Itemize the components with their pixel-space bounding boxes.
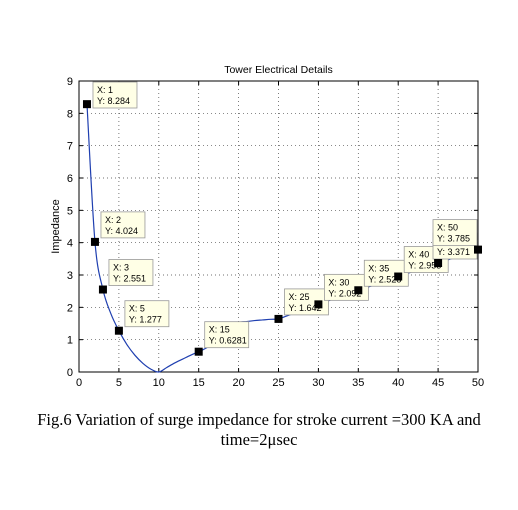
y-tick-label: 1 xyxy=(67,335,73,347)
datatip-marker xyxy=(194,347,203,356)
datatip-x-label: X: 30 xyxy=(328,277,349,287)
x-tick-label: 50 xyxy=(472,377,484,389)
datatip-y-label: Y: 1.642 xyxy=(289,303,322,313)
y-tick-label: 7 xyxy=(67,141,73,153)
datatip-x-label: X: 35 xyxy=(368,263,389,273)
datatip-y-label: Y: 1.277 xyxy=(129,315,162,325)
chart-figure: 0 5 10 15 20 25 30 35 40 45 50 0 1 2 3 4 5 6 7 8 9 Tower Elec… xyxy=(50,64,484,389)
x-tick-label: 15 xyxy=(193,377,205,389)
datatip-marker xyxy=(114,326,123,335)
datatip-box xyxy=(108,259,154,286)
datatip-y-label: Y: 2.953 xyxy=(408,261,441,271)
datatip-x-label: X: 40 xyxy=(408,250,429,260)
datatip-x-label: X: 1 xyxy=(97,85,113,95)
x-tick-label: 10 xyxy=(153,377,165,389)
x-tick-label: 25 xyxy=(272,377,284,389)
datatip-box xyxy=(100,211,146,239)
datatip-y-label: Y: 2.092 xyxy=(328,288,361,298)
y-tick-label: 6 xyxy=(67,173,73,185)
datatip-x-label: X: 25 xyxy=(289,292,310,302)
datatip-marker xyxy=(82,100,91,109)
x-tick-label: 0 xyxy=(76,377,82,389)
datatip-y-label: Y: 2.528 xyxy=(368,274,401,284)
datatip-marker xyxy=(474,245,482,254)
x-tick-label: 30 xyxy=(312,377,324,389)
x-tick-label: 35 xyxy=(352,377,364,389)
y-axis-label: Impedance xyxy=(50,199,62,253)
x-tick-label: 5 xyxy=(116,377,122,389)
datatip-box xyxy=(204,321,250,349)
datatip: X: 1Y: 8.284 xyxy=(82,81,138,109)
datatip: X: 3Y: 2.551 xyxy=(98,259,154,294)
y-tick-label: 3 xyxy=(67,270,73,282)
datatip-box xyxy=(124,300,170,328)
datatip-marker xyxy=(90,237,99,246)
datatip: X: 2Y: 4.024 xyxy=(90,211,146,246)
datatip-box xyxy=(432,219,478,247)
y-tick-label: 2 xyxy=(67,302,73,314)
datatip: X: 5Y: 1.277 xyxy=(114,300,170,335)
y-tick-label: 0 xyxy=(67,367,73,379)
datatip-y-label: Y: 2.551 xyxy=(113,274,146,284)
datatip-x-label: X: 3 xyxy=(113,263,129,273)
datatip-marker xyxy=(434,259,443,268)
x-tick-label: 20 xyxy=(232,377,244,389)
y-tick-label: 4 xyxy=(67,238,73,250)
datatip-marker xyxy=(314,300,323,309)
y-tick-label: 9 xyxy=(67,76,73,88)
datatip: X: 50Y: 3.785 xyxy=(432,219,482,254)
datatip-marker xyxy=(274,314,283,323)
datatip-x-label: X: 5 xyxy=(129,304,145,314)
y-tick-label: 8 xyxy=(67,108,73,120)
figure-caption-line-2: time=2μsec xyxy=(220,430,298,449)
datatip-marker xyxy=(98,285,107,294)
x-tick-label: 45 xyxy=(432,377,444,389)
datatip-y-label: Y: 8.284 xyxy=(97,96,130,106)
chart-title: Tower Electrical Details xyxy=(224,64,333,76)
datatip-y-label: Y: 4.024 xyxy=(105,226,138,236)
datatip-box xyxy=(92,81,138,109)
datatip-marker xyxy=(354,286,363,295)
datatip-x-label: X: 50 xyxy=(437,223,458,233)
datatip-y-label: Y: 3.371 xyxy=(437,247,470,257)
x-tick-label: 40 xyxy=(392,377,404,389)
datatip: X: 15Y: 0.6281 xyxy=(194,321,250,356)
datatip-marker xyxy=(394,272,403,281)
y-tick-label: 5 xyxy=(67,205,73,217)
datatip-y-label: Y: 0.6281 xyxy=(209,336,247,346)
datatip-x-label: X: 2 xyxy=(105,215,121,225)
datatip-x-label: X: 15 xyxy=(209,325,230,335)
figure-caption-line-1: Fig.6 Variation of surge impedance for s… xyxy=(37,410,481,429)
datatip-y-label: Y: 3.785 xyxy=(437,234,470,244)
